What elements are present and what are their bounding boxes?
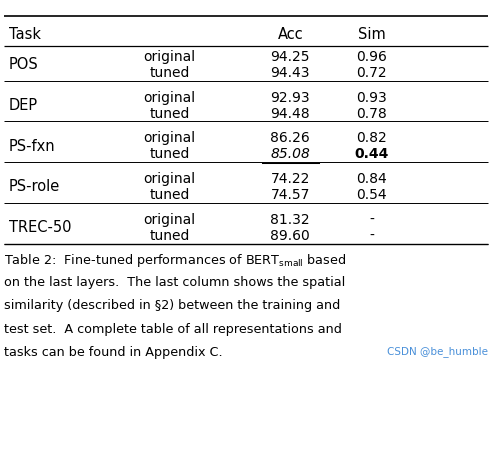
- Text: 81.32: 81.32: [271, 213, 310, 227]
- Text: 89.60: 89.60: [271, 228, 310, 243]
- Text: 0.72: 0.72: [356, 66, 387, 80]
- Text: tuned: tuned: [150, 147, 190, 161]
- Text: original: original: [144, 172, 196, 186]
- Text: tuned: tuned: [150, 228, 190, 243]
- Text: original: original: [144, 131, 196, 146]
- Text: 0.96: 0.96: [356, 50, 387, 64]
- Text: -: -: [369, 228, 374, 243]
- Text: 86.26: 86.26: [271, 131, 310, 146]
- Text: 94.25: 94.25: [271, 50, 310, 64]
- Text: tuned: tuned: [150, 106, 190, 121]
- Text: Table 2:  Fine-tuned performances of BERT$_{\mathregular{small}}$ based: Table 2: Fine-tuned performances of BERT…: [4, 252, 346, 269]
- Text: POS: POS: [9, 57, 38, 73]
- Text: 94.43: 94.43: [271, 66, 310, 80]
- Text: Acc: Acc: [277, 26, 303, 41]
- Text: original: original: [144, 91, 196, 105]
- Text: PS-fxn: PS-fxn: [9, 139, 56, 154]
- Text: original: original: [144, 213, 196, 227]
- Text: 0.93: 0.93: [356, 91, 387, 105]
- Text: 74.22: 74.22: [271, 172, 310, 186]
- Text: 0.78: 0.78: [356, 106, 387, 121]
- Text: 92.93: 92.93: [271, 91, 310, 105]
- Text: on the last layers.  The last column shows the spatial: on the last layers. The last column show…: [4, 276, 345, 289]
- Text: TREC-50: TREC-50: [9, 220, 71, 235]
- Text: Task: Task: [9, 26, 41, 41]
- Text: test set.  A complete table of all representations and: test set. A complete table of all repres…: [4, 323, 342, 336]
- Text: 74.57: 74.57: [271, 188, 310, 202]
- Text: 0.54: 0.54: [356, 188, 387, 202]
- Text: similarity (described in §2) between the training and: similarity (described in §2) between the…: [4, 299, 340, 312]
- Text: original: original: [144, 50, 196, 64]
- Text: -: -: [369, 213, 374, 227]
- Text: 0.84: 0.84: [356, 172, 387, 186]
- Text: 0.82: 0.82: [356, 131, 387, 146]
- Text: DEP: DEP: [9, 98, 38, 113]
- Text: 85.08: 85.08: [270, 147, 310, 161]
- Text: tasks can be found in Appendix C.: tasks can be found in Appendix C.: [4, 346, 222, 359]
- Text: tuned: tuned: [150, 188, 190, 202]
- Text: 94.48: 94.48: [271, 106, 310, 121]
- Text: CSDN @be_humble: CSDN @be_humble: [387, 346, 488, 357]
- Text: Sim: Sim: [358, 26, 385, 41]
- Text: PS-role: PS-role: [9, 179, 60, 195]
- Text: tuned: tuned: [150, 66, 190, 80]
- Text: 0.44: 0.44: [354, 147, 389, 161]
